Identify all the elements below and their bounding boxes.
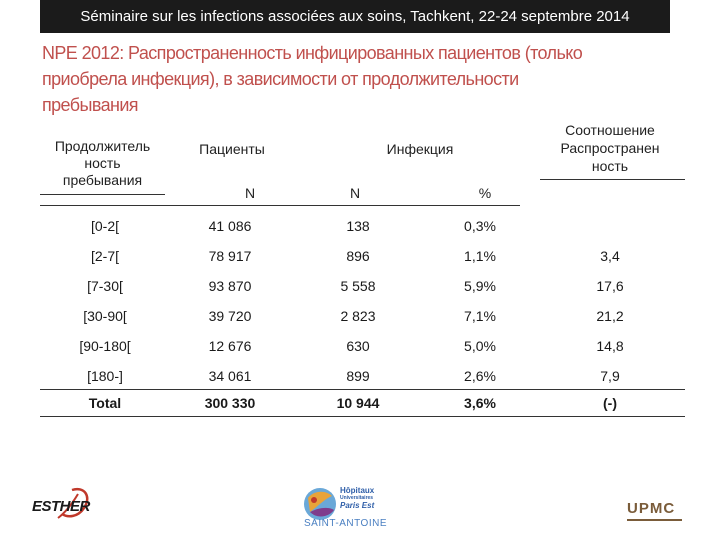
col-duration-line-2: ность	[84, 155, 121, 171]
cell-duration: [0-2[	[90, 218, 119, 234]
esther-logo-graphic	[57, 487, 89, 519]
hopitaux-logo: Hôpitaux Universitaires Paris Est SAINT-…	[300, 484, 410, 534]
globe-icon	[304, 488, 336, 520]
hopitaux-line-3: Paris Est	[340, 501, 375, 510]
cell-patients: 39 720	[208, 308, 252, 324]
cell-patients: 41 086	[208, 218, 252, 234]
title-line-3: пребывания	[42, 95, 139, 115]
cell-inf-n: 138	[346, 218, 370, 234]
total-inf-pct: 3,6%	[464, 395, 496, 411]
cell-ratio: 21,2	[596, 308, 624, 324]
total-rule-bottom	[40, 416, 685, 417]
col-patients-header: Пациенты	[199, 141, 265, 157]
cell-inf-pct: 2,6%	[464, 368, 496, 384]
total-ratio: (-)	[603, 395, 617, 411]
col-duration-header: Продолжитель ность пребывания	[40, 138, 165, 189]
col-infection-header: Инфекция	[386, 141, 454, 157]
cell-duration: [30-90[	[83, 308, 127, 324]
esther-logo: ESTHER	[32, 484, 98, 524]
cell-patients: 93 870	[208, 278, 252, 294]
cell-inf-pct: 0,3%	[464, 218, 496, 234]
header-text: Séminaire sur les infections associées a…	[80, 8, 630, 25]
cell-inf-pct: 1,1%	[464, 248, 496, 264]
cell-inf-pct: 5,9%	[464, 278, 496, 294]
total-rule-top	[40, 389, 685, 390]
cell-inf-pct: 5,0%	[464, 338, 496, 354]
cell-patients: 12 676	[208, 338, 252, 354]
cell-duration: [90-180[	[79, 338, 131, 354]
cell-duration: [180-]	[87, 368, 123, 384]
col-ratio-line-3: ность	[591, 158, 629, 174]
title-line-1: NPE 2012: Распространенность инфицирован…	[42, 43, 583, 63]
total-patients: 300 330	[204, 395, 256, 411]
cell-ratio: 3,4	[600, 248, 620, 264]
saint-antoine-text: SAINT-ANTOINE	[304, 518, 387, 529]
header-bar: Séminaire sur les infections associées a…	[40, 0, 670, 33]
cell-inf-n: 896	[346, 248, 370, 264]
hopitaux-line-2: Universitaires	[340, 495, 374, 501]
col-ratio-header: Соотношение Распространен ность	[540, 121, 680, 175]
header-rule-ratio	[540, 179, 685, 180]
cell-inf-n: 630	[346, 338, 370, 354]
col-ratio-line-1: Соотношение	[565, 122, 655, 138]
sub-header-percent: %	[478, 185, 492, 201]
col-duration-line-3: пребывания	[62, 172, 143, 188]
upmc-logo-text: UPMC	[627, 500, 676, 517]
slide-title: NPE 2012: Распространенность инфицирован…	[42, 40, 682, 118]
esther-logo-text: ESTHER	[32, 498, 90, 515]
upmc-logo: UPMC	[627, 500, 687, 526]
col-duration-line-1: Продолжитель	[54, 138, 151, 154]
header-rule-main	[40, 205, 520, 206]
cell-ratio: 14,8	[596, 338, 624, 354]
cell-inf-pct: 7,1%	[464, 308, 496, 324]
cell-patients: 78 917	[208, 248, 252, 264]
header-rule-left	[40, 194, 165, 195]
cell-duration: [7-30[	[87, 278, 123, 294]
total-duration: Total	[88, 395, 122, 411]
total-inf-n: 10 944	[336, 395, 380, 411]
sub-header-n-patients: N	[244, 185, 256, 201]
cell-inf-n: 5 558	[340, 278, 376, 294]
cell-ratio: 17,6	[596, 278, 624, 294]
cell-patients: 34 061	[208, 368, 252, 384]
sub-header-n-infection: N	[349, 185, 361, 201]
cell-inf-n: 2 823	[340, 308, 376, 324]
title-line-2: приобрела инфекция), в зависимости от пр…	[42, 69, 519, 89]
upmc-logo-underline	[627, 519, 682, 521]
col-ratio-line-2: Распространен	[560, 140, 660, 156]
cell-duration: [2-7[	[90, 248, 119, 264]
cell-ratio: 7,9	[600, 368, 620, 384]
hopitaux-line-1: Hôpitaux	[340, 486, 375, 495]
hopitaux-text: Hôpitaux Universitaires Paris Est	[340, 486, 374, 510]
cell-inf-n: 899	[346, 368, 370, 384]
